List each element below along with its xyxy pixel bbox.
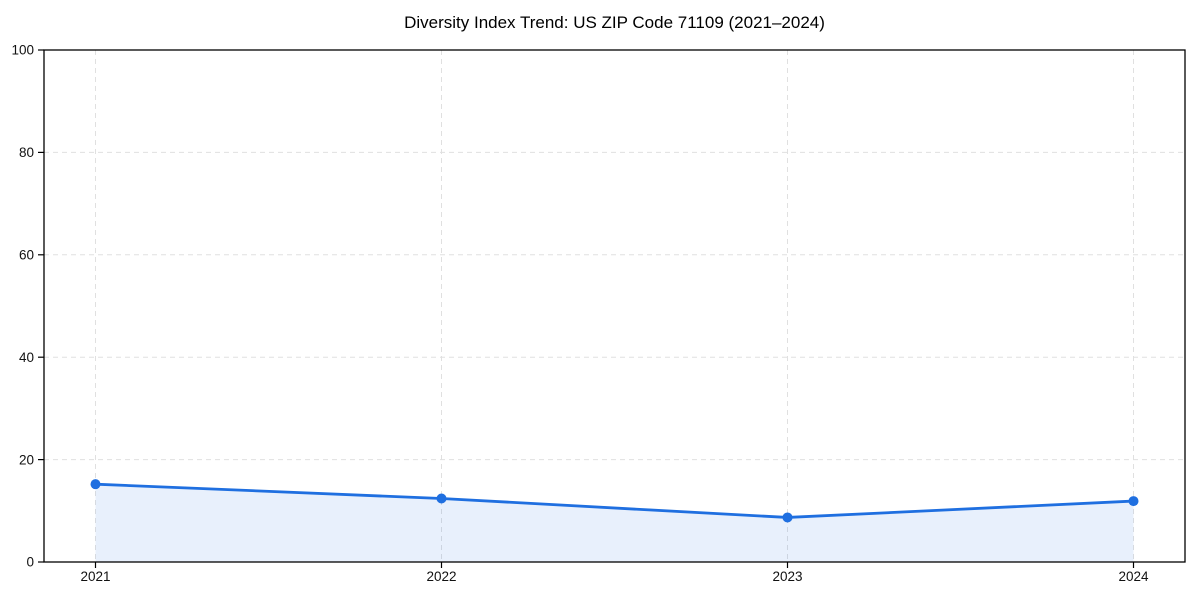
y-axis-tick-label: 100 — [11, 43, 34, 58]
x-axis-tick-label: 2023 — [772, 569, 802, 584]
x-axis-tick-label: 2022 — [426, 569, 456, 584]
y-axis-tick-label: 40 — [19, 350, 34, 365]
x-axis-tick-label: 2021 — [80, 569, 110, 584]
data-point-marker — [1128, 496, 1139, 507]
trend-line — [94, 482, 1135, 519]
y-axis-tick-label: 20 — [19, 452, 34, 467]
data-point-marker — [436, 493, 447, 504]
plot-border — [43, 49, 1186, 563]
x-axis-tick-label: 2024 — [1118, 569, 1149, 584]
data-point-marker — [782, 512, 793, 523]
y-axis-tick-label: 60 — [19, 248, 34, 263]
chart-title: Diversity Index Trend: US ZIP Code 71109… — [404, 13, 825, 32]
area-fill — [95, 484, 1134, 562]
data-point-marker — [90, 479, 101, 490]
y-axis-tick-label: 80 — [19, 145, 34, 160]
y-axis-tick-label: 0 — [26, 555, 34, 570]
